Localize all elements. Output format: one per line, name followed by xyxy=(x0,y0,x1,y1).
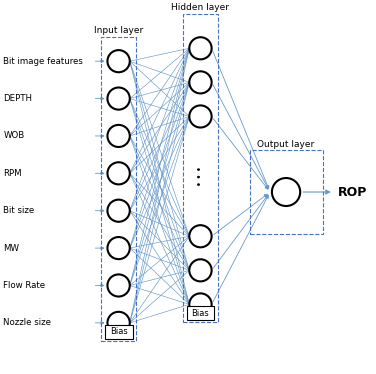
Text: Bit size: Bit size xyxy=(3,206,35,215)
Circle shape xyxy=(189,225,212,247)
Text: Bit image features: Bit image features xyxy=(3,57,83,66)
Circle shape xyxy=(189,105,212,128)
Text: WOB: WOB xyxy=(3,131,24,141)
Text: • • •: • • • xyxy=(196,166,205,186)
Circle shape xyxy=(189,259,212,281)
Text: DEPTH: DEPTH xyxy=(3,94,32,103)
Text: Flow Rate: Flow Rate xyxy=(3,281,45,290)
Circle shape xyxy=(108,237,130,259)
Circle shape xyxy=(189,37,212,59)
Text: Bias: Bias xyxy=(192,309,209,318)
Circle shape xyxy=(108,88,130,110)
Circle shape xyxy=(108,162,130,184)
Text: ROP: ROP xyxy=(337,186,367,199)
FancyBboxPatch shape xyxy=(186,306,214,320)
Text: Hidden layer: Hidden layer xyxy=(171,3,229,12)
Circle shape xyxy=(108,312,130,334)
Circle shape xyxy=(108,275,130,297)
Circle shape xyxy=(108,200,130,222)
Circle shape xyxy=(108,125,130,147)
Text: Bias: Bias xyxy=(110,327,127,336)
Text: RPM: RPM xyxy=(3,169,22,178)
Circle shape xyxy=(272,178,300,206)
Text: Nozzle size: Nozzle size xyxy=(3,318,51,327)
Circle shape xyxy=(189,71,212,94)
Text: Output layer: Output layer xyxy=(258,140,315,148)
FancyBboxPatch shape xyxy=(105,325,133,339)
Circle shape xyxy=(189,293,212,316)
Text: Input layer: Input layer xyxy=(94,26,143,35)
Circle shape xyxy=(108,50,130,72)
Text: MW: MW xyxy=(3,243,19,252)
